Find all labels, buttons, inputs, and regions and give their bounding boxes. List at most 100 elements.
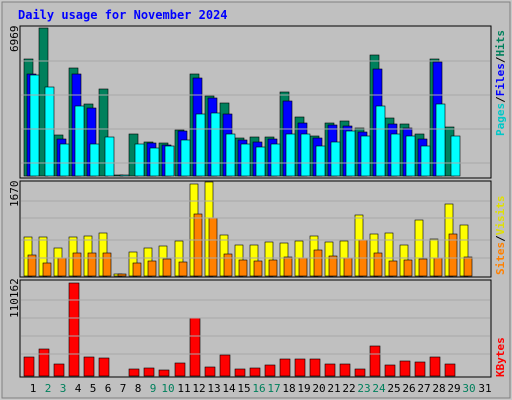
bar-sites-day-9: [147, 260, 157, 277]
x-label-day-4: 4: [75, 382, 82, 395]
bar-pages-day-5: [89, 143, 100, 177]
bar-pages-day-19: [300, 133, 311, 177]
bar-sites-day-16: [253, 260, 263, 277]
x-label-day-18: 18: [282, 382, 295, 395]
x-label-day-5: 5: [90, 382, 97, 395]
bar-kbytes-day-29: [444, 363, 456, 377]
kbytes-panel-ymax-label: 110162: [8, 278, 21, 318]
bar-pages-day-16: [255, 146, 266, 177]
bar-kbytes-day-2: [38, 348, 50, 377]
bar-kbytes-day-13: [204, 366, 216, 377]
bar-kbytes-day-26: [399, 360, 411, 377]
bar-sites-day-26: [403, 259, 413, 277]
gridlines-layer: [21, 60, 490, 355]
bar-pages-day-7: [119, 174, 130, 177]
bar-sites-day-6: [102, 252, 112, 277]
x-label-day-12: 12: [192, 382, 205, 395]
x-label-day-16: 16: [252, 382, 265, 395]
bar-sites-day-14: [223, 253, 233, 277]
bar-kbytes-day-11: [174, 362, 186, 377]
x-label-day-23: 23: [357, 382, 370, 395]
bar-sites-day-11: [178, 261, 188, 277]
bar-pages-day-3: [59, 143, 70, 177]
x-label-day-11: 11: [177, 382, 190, 395]
x-label-day-15: 15: [237, 382, 250, 395]
legend-part: Hits: [494, 30, 507, 57]
panel-kbytes-box: [19, 279, 492, 378]
visits-panel-ymax-label: 1670: [8, 181, 21, 208]
x-label-day-6: 6: [105, 382, 112, 395]
x-label-day-20: 20: [312, 382, 325, 395]
x-label-day-1: 1: [30, 382, 37, 395]
bar-pages-day-1: [29, 74, 40, 177]
bar-sites-day-25: [388, 260, 398, 277]
bar-pages-day-26: [405, 135, 416, 177]
x-label-day-21: 21: [327, 382, 340, 395]
bar-pages-day-25: [390, 133, 401, 177]
bar-pages-day-23: [360, 135, 371, 177]
bar-kbytes-day-20: [309, 358, 321, 377]
bar-pages-day-22: [345, 130, 356, 177]
x-label-day-24: 24: [372, 382, 386, 395]
x-label-day-30: 30: [462, 382, 475, 395]
hits-panel-ymax-label: 6969: [8, 26, 21, 53]
x-label-day-14: 14: [222, 382, 236, 395]
bar-sites-day-15: [238, 259, 248, 277]
x-label-day-22: 22: [342, 382, 355, 395]
bar-kbytes-day-25: [384, 364, 396, 377]
bar-sites-day-3: [57, 257, 67, 277]
bar-sites-day-18: [283, 256, 293, 277]
bar-kbytes-day-8: [128, 368, 140, 377]
bar-pages-day-15: [240, 143, 251, 177]
bar-sites-day-10: [162, 258, 172, 277]
x-axis-day-labels: 1 2 3 4 5 6 7 8 9 10 11 12 13 14 15 16 17 18 19 20 21 22 23 24 2…: [30, 382, 492, 395]
bar-kbytes-day-18: [279, 358, 291, 377]
bar-kbytes-day-10: [158, 369, 170, 377]
x-label-day-10: 10: [161, 382, 174, 395]
bar-pages-day-18: [285, 133, 296, 177]
bar-sites-day-28: [433, 257, 443, 277]
bar-pages-day-12: [195, 113, 206, 177]
x-label-day-28: 28: [432, 382, 445, 395]
bar-sites-day-30: [463, 256, 473, 277]
bar-sites-day-20: [313, 249, 323, 277]
bar-pages-day-10: [164, 145, 175, 177]
bar-pages-day-21: [330, 141, 341, 177]
x-label-day-19: 19: [297, 382, 310, 395]
bar-sites-day-29: [448, 233, 458, 277]
legend-part: /: [494, 96, 507, 103]
bar-pages-day-2: [44, 86, 55, 177]
bar-sites-day-22: [343, 257, 353, 277]
bar-kbytes-day-22: [339, 363, 351, 377]
bar-pages-day-6: [104, 136, 115, 177]
bar-pages-day-14: [225, 133, 236, 177]
x-label-day-31: 31: [478, 382, 491, 395]
x-label-day-2: 2: [45, 382, 52, 395]
bar-sites-day-24: [373, 252, 383, 277]
x-label-day-26: 26: [402, 382, 415, 395]
bar-kbytes-day-19: [294, 358, 306, 377]
bar-kbytes-day-1: [23, 356, 35, 377]
legend-part: Files: [494, 63, 507, 96]
bar-pages-day-20: [315, 145, 326, 177]
legend-kbytes: KBytes: [494, 337, 507, 377]
bar-kbytes-day-24: [369, 345, 381, 377]
x-label-day-25: 25: [387, 382, 400, 395]
legend-part: /: [494, 56, 507, 63]
bar-sites-day-21: [328, 255, 338, 277]
x-label-day-27: 27: [417, 382, 430, 395]
bar-sites-day-27: [418, 258, 428, 277]
bar-kbytes-day-23: [354, 368, 366, 377]
bar-pages-day-29: [450, 135, 461, 177]
bar-kbytes-day-21: [324, 363, 336, 377]
x-label-day-17: 17: [267, 382, 280, 395]
bar-sites-day-13: [208, 217, 218, 277]
legend-part: Visits: [494, 196, 507, 236]
legend-part: Sites: [494, 242, 507, 275]
bar-pages-day-4: [74, 105, 85, 177]
bar-sites-day-1: [27, 254, 37, 277]
bar-sites-day-7: [117, 273, 127, 277]
legend-part: Pages: [494, 103, 507, 136]
legend-sites-visits: Sites/Visits: [494, 196, 507, 276]
x-label-day-8: 8: [135, 382, 142, 395]
